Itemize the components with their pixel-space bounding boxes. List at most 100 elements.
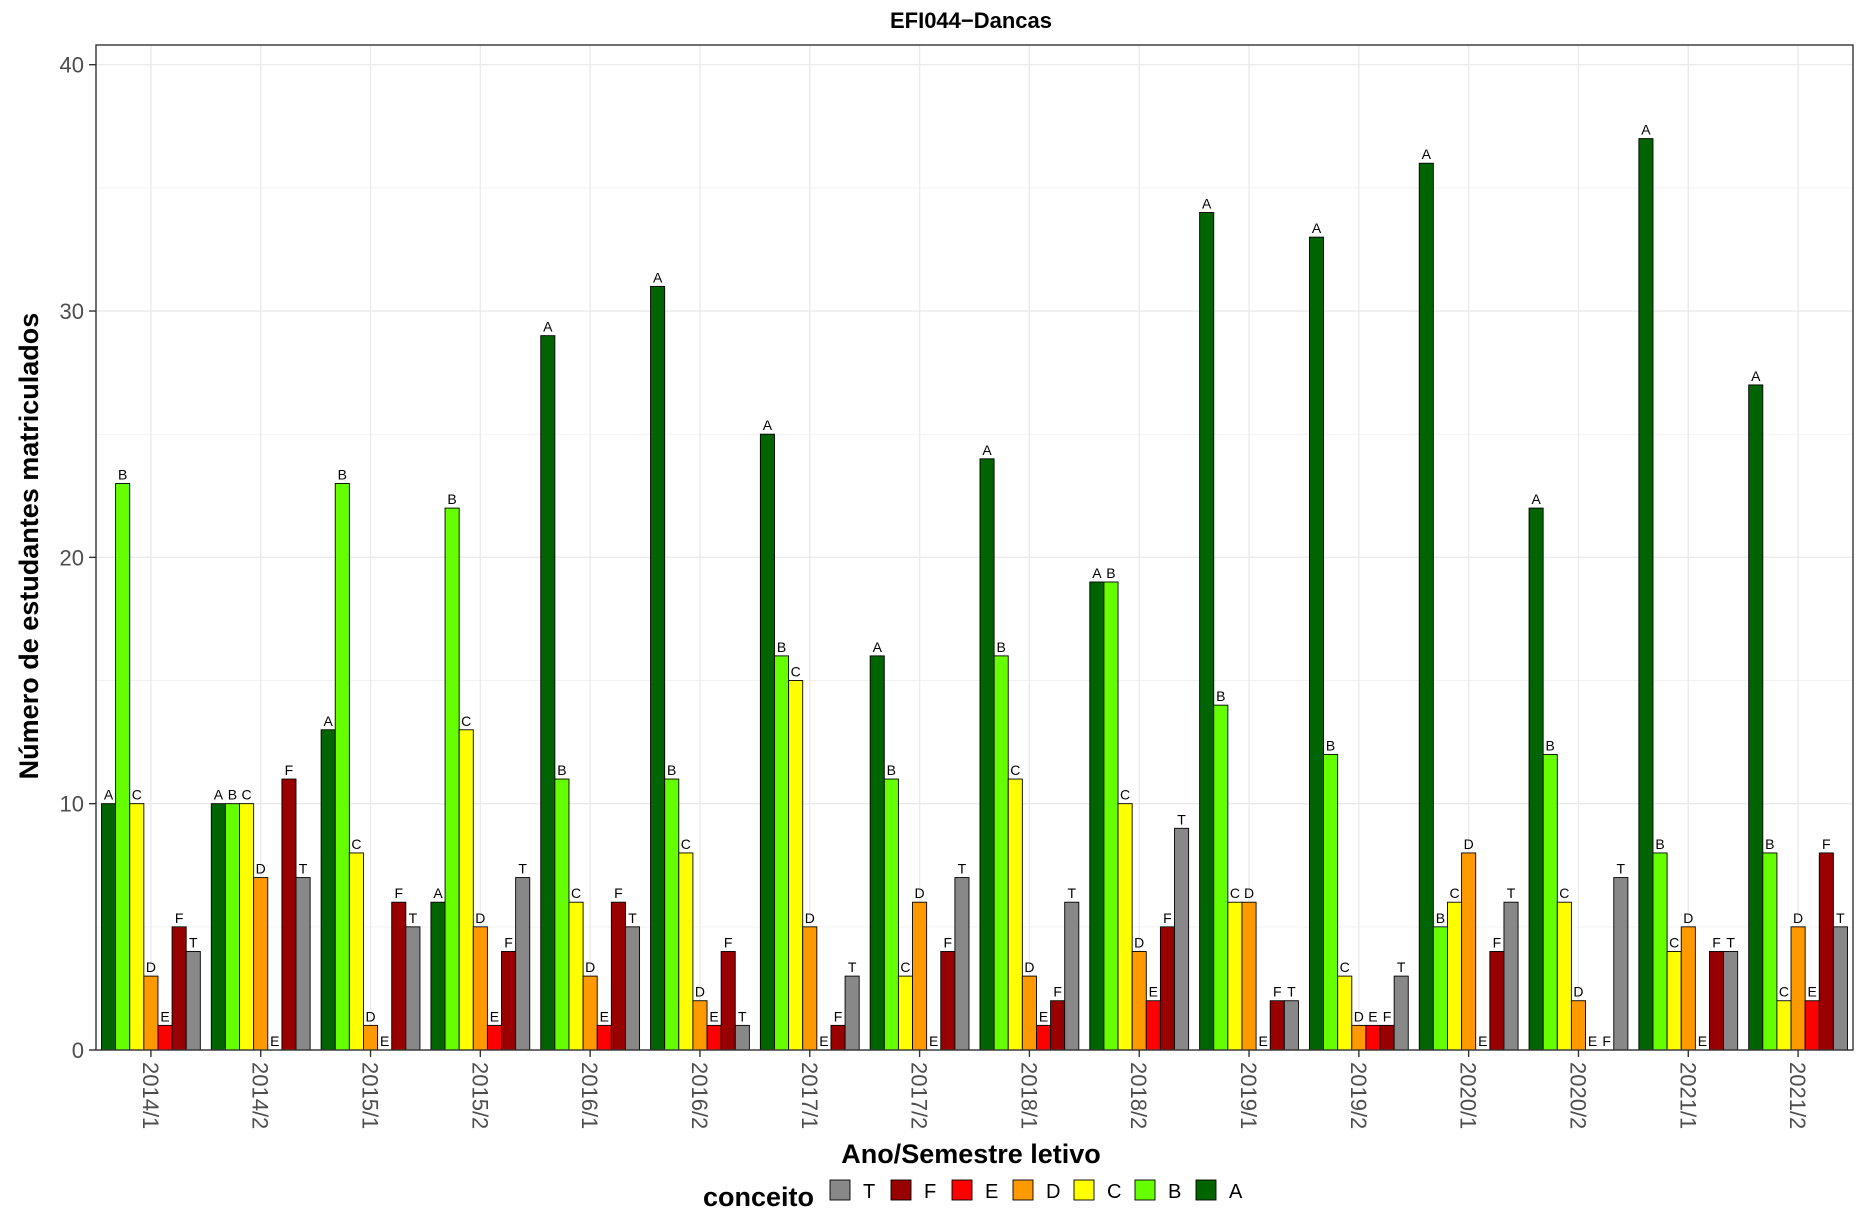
bar-label-B: B xyxy=(1436,910,1445,926)
y-tick-label: 20 xyxy=(60,545,84,570)
bar-label-A: A xyxy=(1531,491,1541,507)
bar-E-2016-1 xyxy=(596,1024,612,1051)
bar-label-E: E xyxy=(929,1033,938,1049)
bar-label-A: A xyxy=(104,787,114,803)
bar-D-2020-2 xyxy=(1570,1000,1586,1051)
y-axis-ticks: 0 10 20 30 40 xyxy=(60,53,96,1063)
bar-label-B: B xyxy=(1216,688,1225,704)
bar-T-2017-2 xyxy=(954,877,970,1051)
bar-label-F: F xyxy=(944,934,953,950)
bar-A-2019-2 xyxy=(1308,236,1324,1051)
bar-label-D: D xyxy=(1793,910,1803,926)
bar-label-A: A xyxy=(1641,122,1651,138)
x-tick-label: 2017/1 xyxy=(797,1062,822,1129)
bar-D-2015-2 xyxy=(472,926,488,1051)
bar-label-E: E xyxy=(380,1033,389,1049)
bar-label-F: F xyxy=(1822,836,1831,852)
bar-label-E: E xyxy=(490,1008,499,1024)
x-tick-label: 2018/1 xyxy=(1016,1062,1041,1129)
bar-E-2014-1 xyxy=(157,1024,173,1051)
bar-C-2016-1 xyxy=(568,901,584,1051)
bar-label-F: F xyxy=(1163,910,1172,926)
bar-label-T: T xyxy=(189,934,198,950)
bar-F-2018-2 xyxy=(1159,926,1175,1051)
bar-B-2015-1 xyxy=(334,483,350,1051)
bar-label-C: C xyxy=(571,885,581,901)
x-tick-label: 2015/2 xyxy=(467,1062,492,1129)
legend-key-B xyxy=(1134,1179,1156,1201)
legend-key-F xyxy=(890,1179,912,1201)
legend-label-B: B xyxy=(1168,1181,1181,1203)
bar-A-2014-1 xyxy=(101,803,117,1051)
bar-T-2021-2 xyxy=(1832,926,1848,1051)
legend-key-A xyxy=(1195,1179,1217,1201)
bar-T-2014-1 xyxy=(185,951,201,1051)
bar-A-2020-1 xyxy=(1418,162,1434,1051)
bar-C-2019-2 xyxy=(1337,975,1353,1051)
bar-label-E: E xyxy=(709,1008,718,1024)
bar-label-E: E xyxy=(1698,1033,1707,1049)
bar-label-F: F xyxy=(1493,934,1502,950)
bar-B-2014-2 xyxy=(224,803,240,1051)
legend-label-F: F xyxy=(924,1181,936,1203)
legend-label-A: A xyxy=(1229,1181,1243,1203)
bar-label-T: T xyxy=(1067,885,1076,901)
bar-label-T: T xyxy=(299,861,308,877)
bar-B-2017-1 xyxy=(774,655,790,1051)
bar-T-2018-2 xyxy=(1174,827,1190,1051)
bar-label-D: D xyxy=(585,959,595,975)
bar-D-2021-2 xyxy=(1790,926,1806,1051)
bar-label-D: D xyxy=(1464,836,1474,852)
bar-label-C: C xyxy=(1230,885,1240,901)
bar-B-2021-1 xyxy=(1652,852,1668,1051)
bar-label-D: D xyxy=(1134,934,1144,950)
bar-C-2019-1 xyxy=(1227,901,1243,1051)
bar-D-2017-2 xyxy=(912,901,928,1051)
legend-label-C: C xyxy=(1107,1181,1121,1203)
bar-label-F: F xyxy=(724,934,733,950)
bar-label-D: D xyxy=(1244,885,1254,901)
bar-E-2016-2 xyxy=(706,1024,722,1051)
bar-label-C: C xyxy=(1669,934,1679,950)
bar-label-D: D xyxy=(256,861,266,877)
x-tick-label: 2017/2 xyxy=(907,1062,932,1129)
bar-label-F: F xyxy=(285,762,294,778)
bar-label-E: E xyxy=(1588,1033,1597,1049)
bar-B-2016-1 xyxy=(554,778,570,1051)
bar-A-2019-1 xyxy=(1199,212,1215,1051)
bar-B-2018-1 xyxy=(993,655,1009,1051)
y-tick-label: 30 xyxy=(60,299,84,324)
chart-title: EFI044−Dancas xyxy=(890,8,1052,33)
bar-A-2014-2 xyxy=(210,803,226,1051)
bar-D-2019-2 xyxy=(1351,1024,1367,1051)
bar-F-2016-2 xyxy=(720,951,736,1051)
bar-T-2016-1 xyxy=(625,926,641,1051)
bar-label-B: B xyxy=(1546,737,1555,753)
bar-T-2015-1 xyxy=(405,926,421,1051)
bar-label-A: A xyxy=(763,417,773,433)
x-tick-label: 2018/2 xyxy=(1126,1062,1151,1129)
bar-label-F: F xyxy=(504,934,513,950)
bar-T-2014-2 xyxy=(295,877,311,1051)
bar-label-F: F xyxy=(1712,934,1721,950)
legend-title: conceito xyxy=(703,1182,814,1212)
bar-F-2015-1 xyxy=(391,901,407,1051)
bar-E-2015-2 xyxy=(486,1024,502,1051)
bar-label-E: E xyxy=(270,1033,279,1049)
bar-label-T: T xyxy=(958,861,967,877)
bar-label-E: E xyxy=(1368,1008,1377,1024)
x-tick-label: 2021/2 xyxy=(1785,1062,1810,1129)
bar-label-A: A xyxy=(214,787,224,803)
bar-label-C: C xyxy=(1779,984,1789,1000)
bar-label-B: B xyxy=(887,762,896,778)
bar-A-2018-2 xyxy=(1089,581,1105,1051)
bar-A-2021-1 xyxy=(1638,138,1654,1051)
bar-label-F: F xyxy=(834,1008,843,1024)
bar-label-T: T xyxy=(1726,934,1735,950)
bar-A-2016-2 xyxy=(650,285,666,1051)
x-tick-label: 2016/1 xyxy=(577,1062,602,1129)
bar-C-2016-2 xyxy=(678,852,694,1051)
bar-label-F: F xyxy=(394,885,403,901)
legend-label-T: T xyxy=(863,1181,875,1203)
